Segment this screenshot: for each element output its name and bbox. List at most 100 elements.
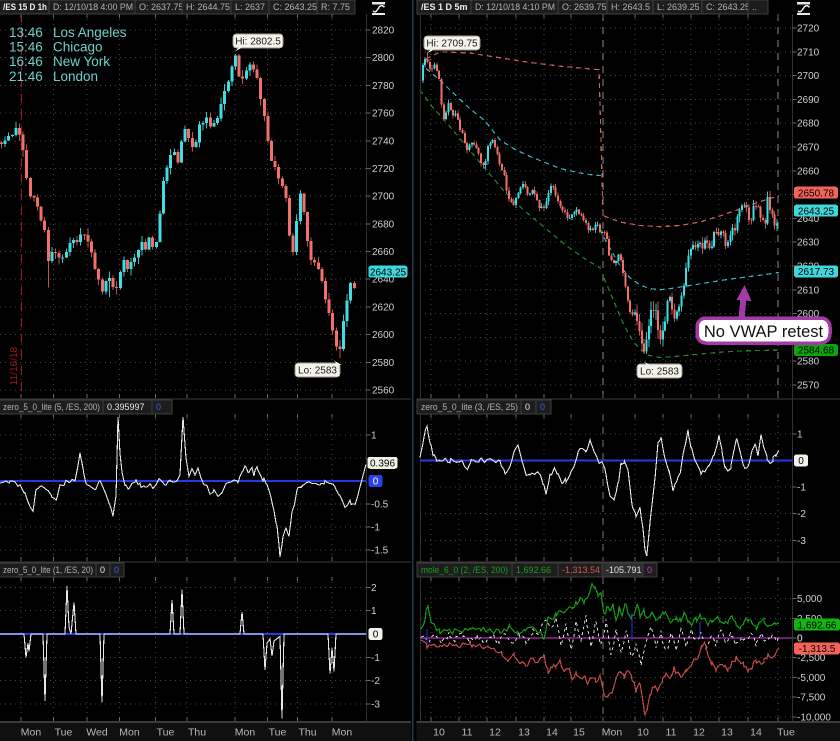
- svg-text:2560: 2560: [372, 386, 395, 397]
- svg-text:/ES 1 D 5m: /ES 1 D 5m: [421, 2, 468, 12]
- svg-text:Mon: Mon: [21, 727, 42, 739]
- svg-text:21:46: 21:46: [9, 69, 43, 84]
- svg-text:0: 0: [114, 565, 119, 575]
- svg-text:H: 2644.75: H: 2644.75: [186, 2, 230, 12]
- svg-text:-3: -3: [797, 536, 806, 547]
- svg-text:New York: New York: [53, 54, 110, 69]
- svg-text:2: 2: [371, 583, 377, 594]
- svg-text:2584.68: 2584.68: [798, 346, 835, 357]
- svg-text:12: 12: [489, 727, 501, 739]
- svg-text:2630: 2630: [797, 238, 820, 249]
- svg-text:Tue: Tue: [269, 727, 287, 739]
- svg-text:2720: 2720: [372, 164, 395, 175]
- svg-text:D: 12/10/18 4:00 PM: D: 12/10/18 4:00 PM: [53, 2, 133, 12]
- svg-text:Mon: Mon: [235, 727, 256, 739]
- svg-text:2800: 2800: [372, 53, 395, 64]
- svg-text:-2: -2: [371, 676, 380, 687]
- svg-text:0: 0: [373, 477, 379, 488]
- svg-text:-5,000: -5,000: [797, 673, 826, 684]
- svg-text:C: 2643.25: C: 2643.25: [273, 2, 317, 12]
- svg-text:-3: -3: [371, 699, 380, 710]
- svg-text:-10,000: -10,000: [797, 712, 831, 723]
- svg-text:Thu: Thu: [298, 727, 316, 739]
- svg-text:Mon: Mon: [332, 727, 353, 739]
- svg-text:zero_5_0_lite (1, /ES, 20): zero_5_0_lite (1, /ES, 20): [3, 565, 93, 575]
- svg-text:zero_5_0_lite (5, /ES, 200): zero_5_0_lite (5, /ES, 200): [3, 402, 100, 412]
- svg-text:2643.25: 2643.25: [798, 206, 835, 217]
- svg-text:16:46: 16:46: [9, 54, 43, 69]
- svg-text:2700: 2700: [797, 71, 820, 82]
- svg-text:11: 11: [462, 727, 473, 739]
- svg-text:No VWAP retest: No VWAP retest: [704, 323, 824, 341]
- svg-text:-1,313.5: -1,313.5: [799, 644, 836, 655]
- svg-text:11/16/18: 11/16/18: [9, 346, 20, 385]
- svg-text:-0.5: -0.5: [371, 500, 389, 511]
- svg-text:-2,500: -2,500: [797, 653, 826, 664]
- svg-text:2650.78: 2650.78: [798, 188, 835, 199]
- svg-text:0.396: 0.396: [370, 458, 395, 469]
- svg-text:2620: 2620: [372, 302, 395, 313]
- svg-text:13: 13: [518, 727, 530, 739]
- svg-text:zero_5_0_lite (3, /ES, 25): zero_5_0_lite (3, /ES, 25): [421, 402, 518, 412]
- svg-text:2710: 2710: [797, 47, 820, 58]
- svg-text:2660: 2660: [372, 247, 395, 258]
- svg-text:13: 13: [721, 727, 733, 739]
- svg-text:10: 10: [433, 727, 445, 739]
- svg-text:0: 0: [525, 402, 530, 412]
- svg-text:1: 1: [371, 606, 377, 617]
- svg-text:0: 0: [797, 634, 803, 645]
- svg-text:2580: 2580: [797, 357, 820, 368]
- svg-text:-105.791: -105.791: [606, 565, 642, 575]
- svg-text:-7,500: -7,500: [797, 693, 826, 704]
- svg-text:-1,313.54: -1,313.54: [562, 565, 600, 575]
- svg-text:2780: 2780: [372, 81, 395, 92]
- svg-text:Lo: 2583: Lo: 2583: [640, 367, 679, 378]
- svg-text:0: 0: [540, 402, 545, 412]
- svg-text:mole_6_0 (2, /ES, 200): mole_6_0 (2, /ES, 200): [421, 565, 508, 575]
- svg-text:2643.25: 2643.25: [370, 267, 407, 278]
- svg-text:0: 0: [100, 565, 105, 575]
- svg-text:14: 14: [546, 727, 558, 739]
- svg-text:2640: 2640: [797, 214, 820, 225]
- svg-text:-2: -2: [797, 509, 806, 520]
- svg-text:10: 10: [637, 727, 649, 739]
- svg-text:Lo: 2583: Lo: 2583: [298, 366, 337, 377]
- svg-text:0: 0: [373, 630, 379, 641]
- svg-text:/ES 15 D 1h: /ES 15 D 1h: [3, 2, 47, 12]
- svg-text:2600: 2600: [372, 330, 395, 341]
- svg-text:2690: 2690: [797, 95, 820, 106]
- svg-text:11: 11: [666, 727, 677, 739]
- svg-text:-1.5: -1.5: [371, 546, 389, 557]
- svg-text:R: 7.75: R: 7.75: [321, 2, 350, 12]
- svg-text:Tue: Tue: [157, 727, 175, 739]
- svg-text:13:46: 13:46: [9, 25, 43, 40]
- svg-text:..: ..: [752, 2, 757, 12]
- svg-text:2570: 2570: [797, 381, 820, 392]
- svg-text:C: 2643.25: C: 2643.25: [706, 2, 750, 12]
- svg-text:14: 14: [750, 727, 762, 739]
- svg-text:12: 12: [693, 727, 705, 739]
- svg-text:2600: 2600: [797, 309, 820, 320]
- svg-text:1: 1: [797, 429, 803, 440]
- svg-text:2640: 2640: [372, 275, 395, 286]
- svg-text:Los Angeles: Los Angeles: [53, 25, 127, 40]
- svg-text:15:46: 15:46: [9, 40, 43, 55]
- svg-text:Chicago: Chicago: [53, 40, 103, 55]
- svg-text:Mon: Mon: [119, 727, 140, 739]
- svg-text:0: 0: [156, 402, 161, 412]
- svg-text:2700: 2700: [372, 192, 395, 203]
- svg-text:-1: -1: [371, 653, 380, 664]
- svg-text:15: 15: [573, 727, 585, 739]
- svg-text:2680: 2680: [797, 119, 820, 130]
- svg-text:O: 2637.75: O: 2637.75: [139, 2, 184, 12]
- svg-text:Thu: Thu: [188, 727, 206, 739]
- svg-text:2820: 2820: [372, 26, 395, 37]
- svg-text:0.395997: 0.395997: [107, 402, 145, 412]
- svg-text:O: 2639.75: O: 2639.75: [562, 2, 607, 12]
- svg-text:London: London: [53, 69, 98, 84]
- svg-text:L: 2639.25: L: 2639.25: [657, 2, 700, 12]
- svg-text:-1: -1: [797, 483, 806, 494]
- svg-text:-1: -1: [371, 523, 380, 534]
- svg-text:Wed: Wed: [86, 727, 108, 739]
- svg-text:H: 2643.5: H: 2643.5: [611, 2, 650, 12]
